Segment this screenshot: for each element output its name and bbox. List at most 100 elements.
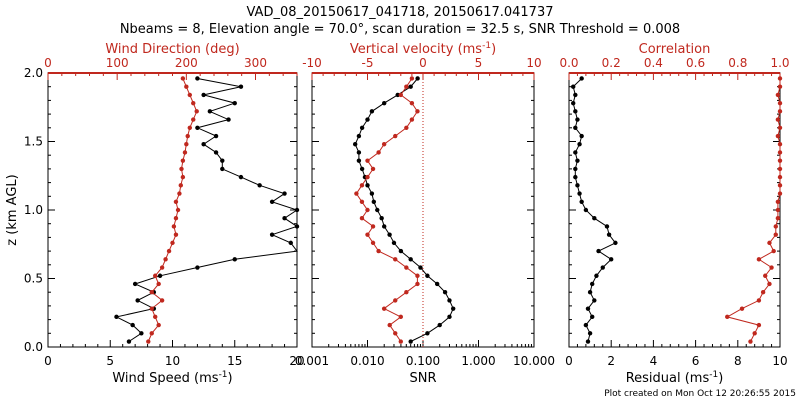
data-point (201, 142, 206, 147)
data-point (767, 240, 772, 246)
data-point (777, 158, 783, 163)
data-point (579, 133, 584, 139)
top-tick-label: 0.4 (644, 56, 663, 70)
y-axis-label: z (km AGL) (5, 174, 20, 245)
data-point (613, 240, 618, 246)
data-point (777, 191, 783, 196)
data-point (571, 100, 576, 106)
top-tick-label: 300 (244, 56, 267, 70)
data-point (381, 142, 387, 147)
data-point (232, 257, 237, 262)
data-point (771, 248, 776, 254)
data-point (173, 199, 179, 204)
data-point (587, 331, 593, 336)
data-point (213, 150, 219, 155)
data-point (294, 224, 300, 229)
top-tick-label: 0.0 (559, 56, 578, 70)
x-tick-label: 4 (650, 354, 658, 368)
data-point (398, 339, 403, 344)
data-point (415, 109, 420, 114)
data-point (573, 109, 578, 114)
data-point (408, 84, 413, 89)
data-point (135, 298, 140, 303)
data-point (132, 281, 138, 287)
top-tick-label: 0 (44, 56, 52, 70)
data-point (409, 117, 415, 122)
data-point (365, 174, 370, 180)
top-axis-label: Vertical velocity (ms-1) (350, 41, 496, 57)
data-point (775, 216, 781, 221)
data-point (114, 314, 119, 320)
x-tick-label: 0 (565, 354, 573, 368)
data-point (575, 117, 580, 122)
data-point (583, 207, 589, 213)
data-point (359, 125, 365, 130)
data-point (187, 92, 192, 98)
x-tick-label: 8 (734, 354, 742, 368)
data-point (409, 100, 415, 106)
data-point (575, 183, 580, 188)
data-point (387, 232, 392, 237)
data-point (171, 224, 177, 229)
data-point (376, 150, 381, 155)
data-point (748, 339, 753, 344)
data-point (180, 158, 186, 163)
data-point (356, 133, 362, 139)
data-point (573, 150, 578, 155)
data-point (579, 76, 584, 81)
data-point (573, 174, 578, 180)
data-point (180, 76, 186, 81)
data-point (382, 100, 387, 106)
data-point (415, 76, 420, 81)
data-point (450, 306, 456, 311)
data-point (365, 183, 370, 188)
data-point (153, 314, 158, 320)
x-tick-label: 0.010 (350, 354, 384, 368)
data-point (213, 133, 219, 139)
data-point (187, 125, 192, 130)
data-point (170, 240, 175, 246)
data-point (579, 199, 584, 204)
data-point (153, 273, 158, 278)
top-tick-label: 0.8 (728, 56, 747, 70)
data-point (398, 248, 404, 254)
data-point (408, 257, 413, 262)
data-point (609, 257, 614, 262)
data-point (604, 224, 610, 229)
series-line-wind-speed (115, 78, 299, 342)
top-tick-label: 5 (475, 56, 483, 70)
data-point (139, 331, 144, 336)
data-point (398, 92, 403, 98)
data-point (370, 224, 376, 229)
data-point (592, 216, 597, 221)
data-point (157, 273, 163, 278)
top-tick-label: 0.6 (686, 56, 705, 70)
x-tick-label: 10 (772, 354, 787, 368)
data-point (398, 314, 403, 320)
data-point (447, 314, 452, 320)
data-point (596, 248, 601, 254)
data-point (447, 298, 452, 303)
data-point (415, 281, 420, 287)
data-point (220, 158, 225, 163)
data-point (775, 92, 781, 98)
data-point (756, 257, 762, 262)
data-point (282, 191, 287, 196)
y-tick-label: 0.0 (24, 340, 43, 354)
data-point (178, 183, 183, 188)
data-point (739, 306, 745, 311)
data-point (126, 339, 132, 344)
x-tick-label: 10.000 (513, 354, 555, 368)
top-tick-label: 100 (106, 56, 129, 70)
data-point (577, 142, 582, 147)
bottom-axis-label: Residual (ms-1) (626, 370, 724, 386)
data-point (257, 183, 262, 188)
data-point (777, 183, 783, 188)
data-point (163, 257, 168, 262)
plot-frame (311, 72, 535, 348)
data-point (404, 265, 409, 270)
top-tick-label: -10 (302, 56, 322, 70)
data-point (185, 133, 190, 139)
top-tick-label: 0 (419, 56, 427, 70)
panel-correlation-residual: 0 2 4 6 8 10 Residual (ms-1) 0.0 0.2 0.4 0.6 0.8 1.0… (559, 42, 789, 386)
